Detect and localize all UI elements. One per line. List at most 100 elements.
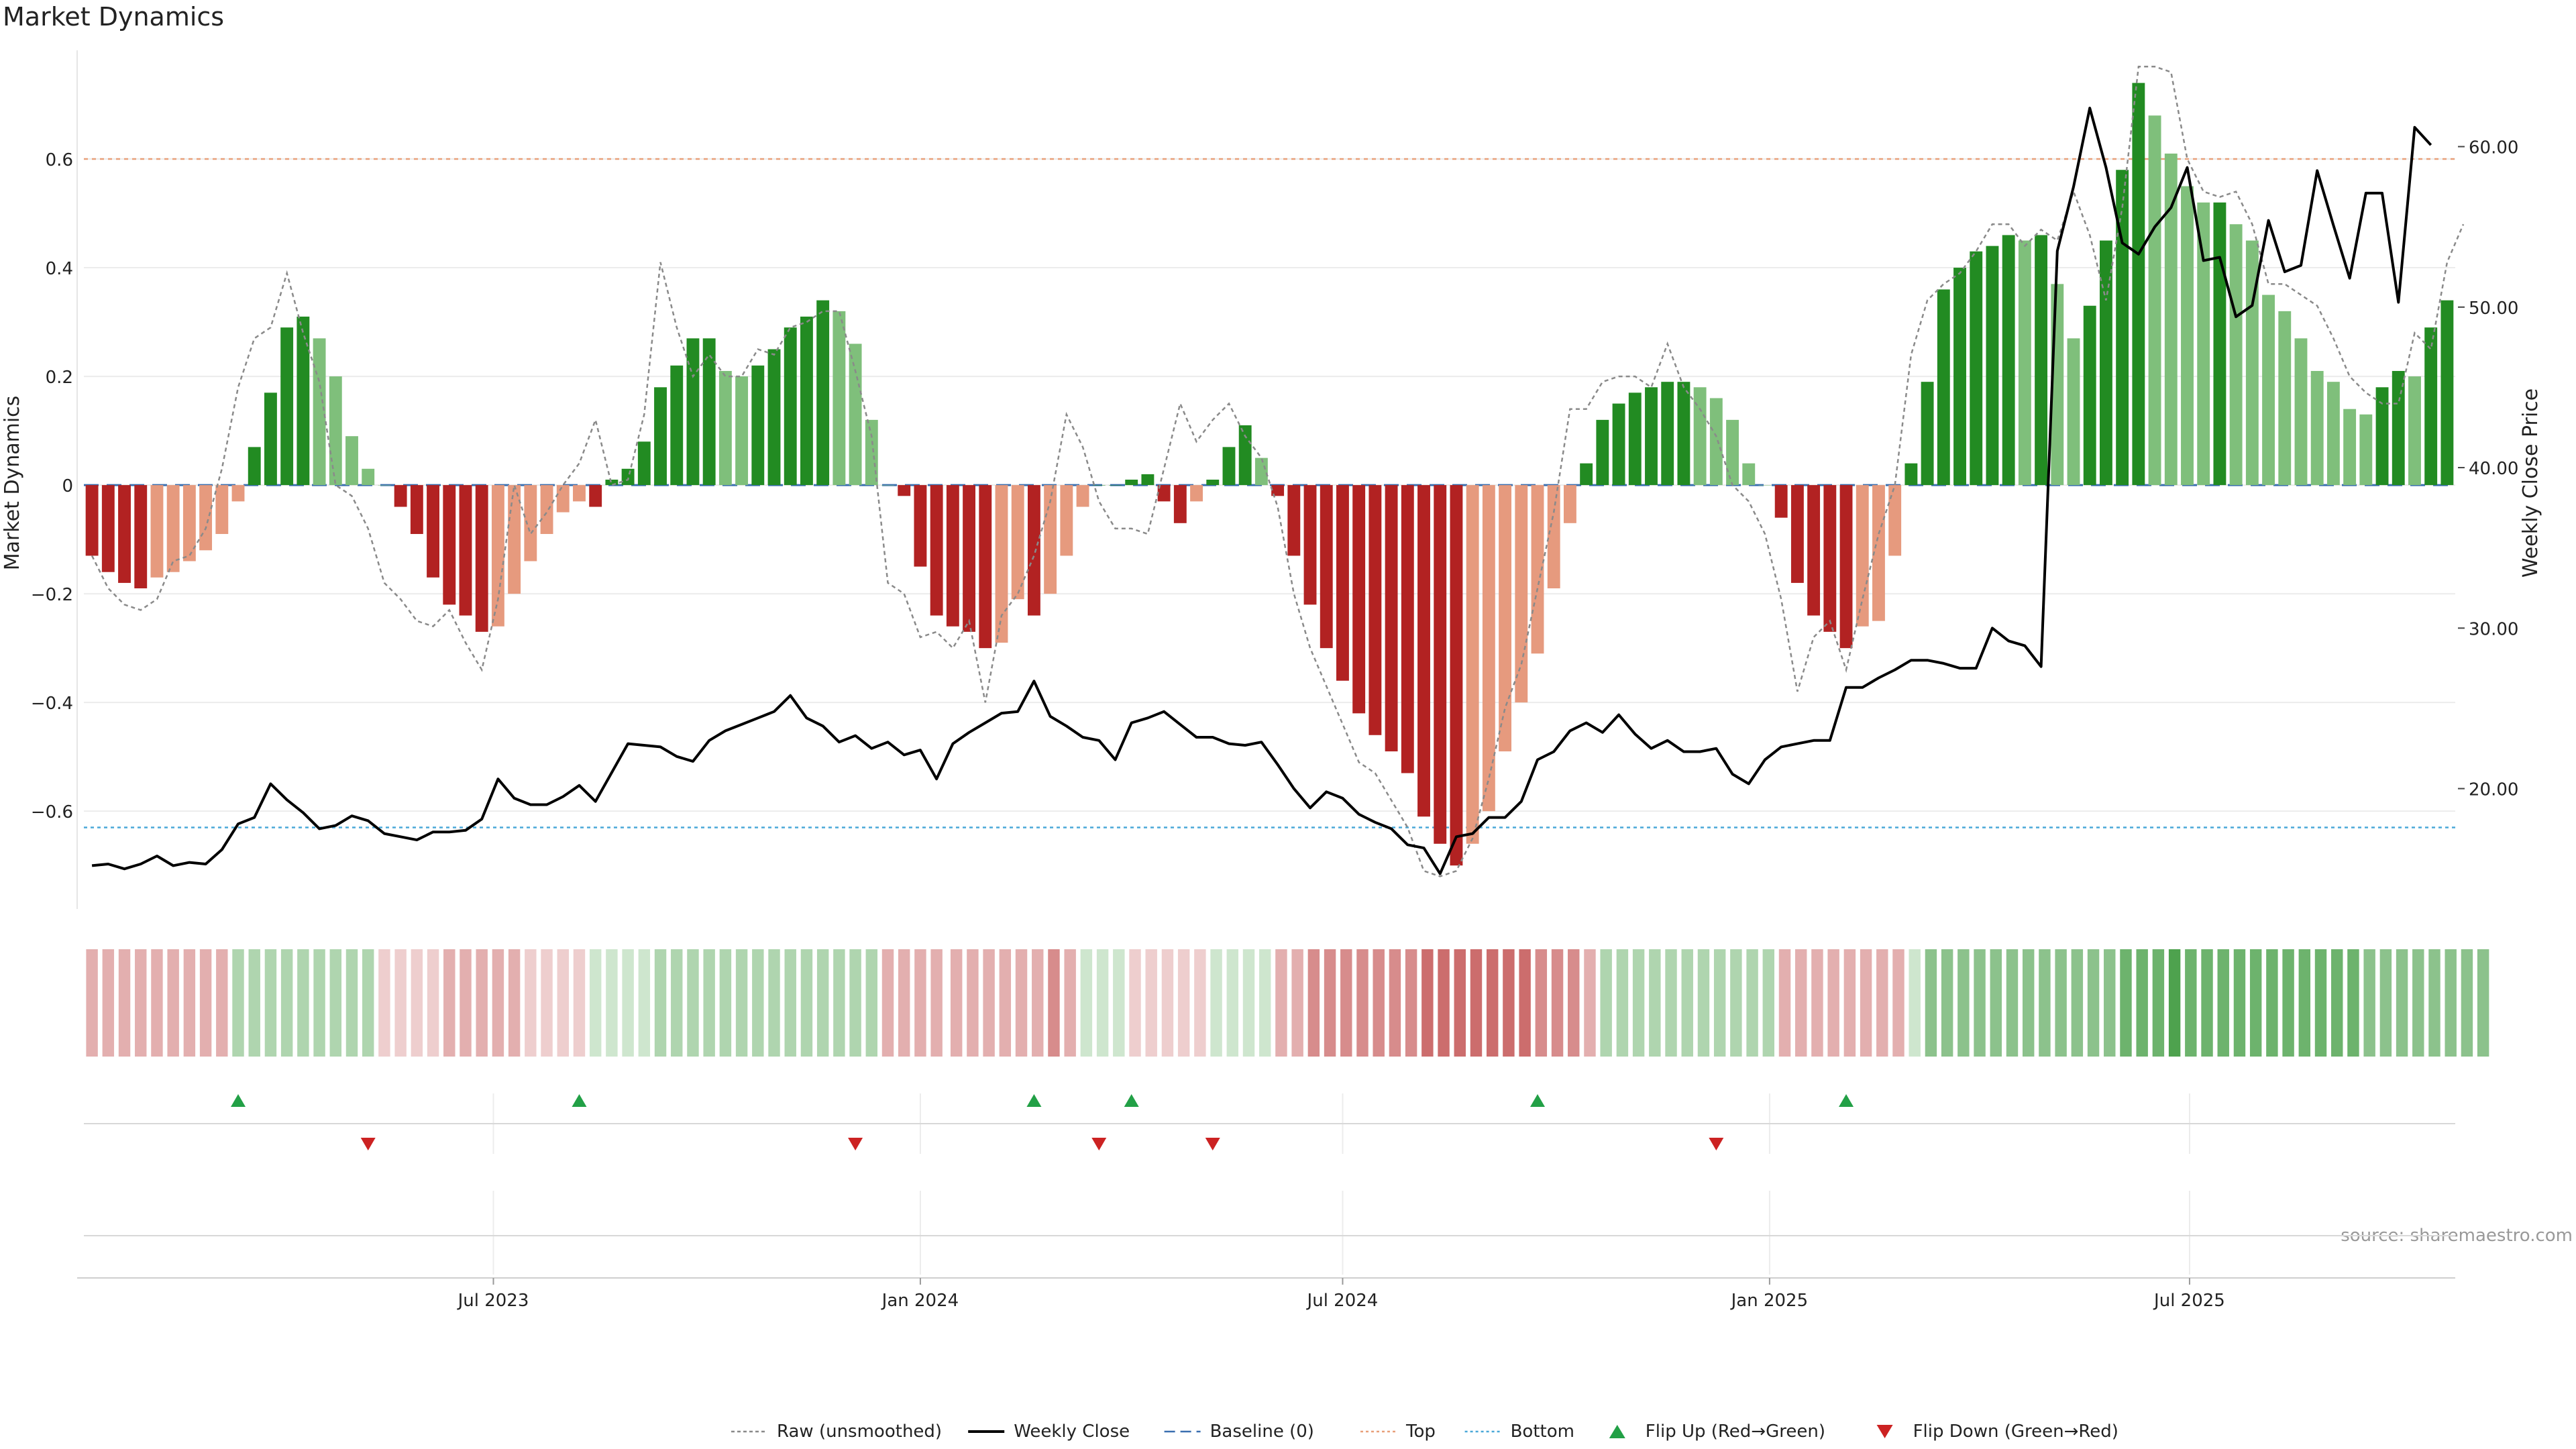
strip-cell-17 [362,949,374,1057]
strip-cell-128 [2168,949,2181,1057]
bar-120 [2035,235,2048,486]
legend-label-flip_up: Flip Up (Red→Green) [1646,1421,1825,1442]
bar-111 [1888,485,1902,556]
bar-38 [702,338,716,486]
bar-81 [1401,485,1414,773]
strip-cell-38 [703,949,715,1057]
bar-63 [1109,485,1122,486]
strip-cell-118 [2006,949,2019,1057]
strip-cell-97 [1665,949,1677,1057]
left-tick-label-1: −0.4 [31,694,73,714]
date-axis: Jul 2023 Jan 2024 Jul 2024 Jan 2025 Jul 2025 [77,1277,2455,1311]
bar-71 [1238,425,1252,486]
right-tick-label-4: 60.00 [2469,138,2518,158]
bar-105 [1790,485,1804,583]
bar-99 [1693,387,1707,486]
bar-45 [816,300,830,486]
strip-cell-121 [2055,949,2067,1057]
strip-cell-111 [1892,949,1904,1057]
strip-cell-45 [816,949,829,1057]
strip-cell-116 [1974,949,1986,1057]
strip-cell-27 [525,949,537,1057]
bar-102 [1742,463,1756,486]
legend-item-bottom: Bottom [1464,1421,1574,1442]
strip-cell-46 [833,949,845,1057]
bar-35 [654,387,667,486]
x-tick-label-1: Jan 2024 [881,1291,959,1311]
strip-cell-84 [1454,949,1466,1057]
strip-cell-71 [1242,949,1255,1057]
bar-19 [394,485,407,507]
bar-135 [2278,311,2292,486]
strip-cell-25 [492,949,504,1057]
bar-112 [1904,463,1918,486]
bar-119 [2018,240,2031,486]
right-tick-label-0: 20.00 [2469,780,2518,800]
bar-107 [1823,485,1837,632]
strip-cell-37 [687,949,699,1057]
strip-cell-76 [1324,949,1336,1057]
strip-cell-134 [2266,949,2278,1057]
left-tick-label-6: 0.6 [46,150,73,170]
bar-137 [2310,370,2324,486]
strip-cell-143 [2412,949,2424,1057]
strip-cell-65 [1145,949,1157,1057]
bar-88 [1515,485,1528,703]
bar-82 [1417,485,1430,817]
strip-cell-62 [1096,949,1109,1057]
bar-51 [914,485,927,567]
left-tick-label-0: −0.6 [31,802,73,822]
bar-116 [1970,251,1983,486]
weekly-close-line [91,107,2432,875]
right-tick-label-2: 40.00 [2469,459,2518,479]
flip-up-marker-2 [1026,1094,1042,1107]
bar-83 [1434,485,1447,844]
series-lines [91,66,2465,877]
bar-97 [1661,382,1674,486]
strip-cell-60 [1064,949,1076,1057]
legend-item-close: Weekly Close [968,1421,1130,1442]
strip-cell-96 [1649,949,1661,1057]
bar-141 [2375,387,2389,486]
x-tick-label-2: Jul 2024 [1306,1291,1379,1311]
bar-61 [1076,485,1089,507]
strip-cell-10 [248,949,260,1057]
strip-cell-123 [2087,949,2100,1057]
bar-129 [2181,186,2194,486]
strip-cell-133 [2249,949,2262,1057]
bar-110 [1872,485,1885,621]
strip-cell-77 [1340,949,1352,1057]
strip-cell-69 [1210,949,1222,1057]
bar-96 [1645,387,1658,486]
legend-swatch-flip_up [1609,1425,1625,1438]
flip-markers [84,1093,2455,1275]
strip-cell-68 [1194,949,1206,1057]
bar-118 [2002,235,2015,486]
strip-cell-52 [930,949,943,1057]
strip-cell-86 [1486,949,1499,1057]
strip-cell-94 [1616,949,1629,1057]
strip-cell-136 [2298,949,2311,1057]
bar-11 [264,392,277,486]
bar-3 [134,485,148,589]
strip-cell-34 [638,949,651,1057]
bar-33 [621,468,635,486]
strip-cell-98 [1681,949,1693,1057]
bar-108 [1839,485,1853,649]
strip-cell-126 [2136,949,2148,1057]
dynamics-bars [85,83,2454,866]
strip-cell-100 [1713,949,1726,1057]
strip-cell-55 [983,949,995,1057]
bar-109 [1856,485,1869,627]
strip-cell-120 [2039,949,2051,1057]
bar-2 [118,485,131,583]
bar-87 [1499,485,1512,752]
strip-cell-119 [2022,949,2035,1057]
strip-cell-29 [557,949,569,1057]
strip-cell-44 [800,949,813,1057]
strip-cell-89 [1535,949,1548,1057]
bar-25 [491,485,504,627]
x-tick-label-0: Jul 2023 [457,1291,529,1311]
strip-cell-7 [199,949,212,1057]
bar-24 [475,485,488,632]
